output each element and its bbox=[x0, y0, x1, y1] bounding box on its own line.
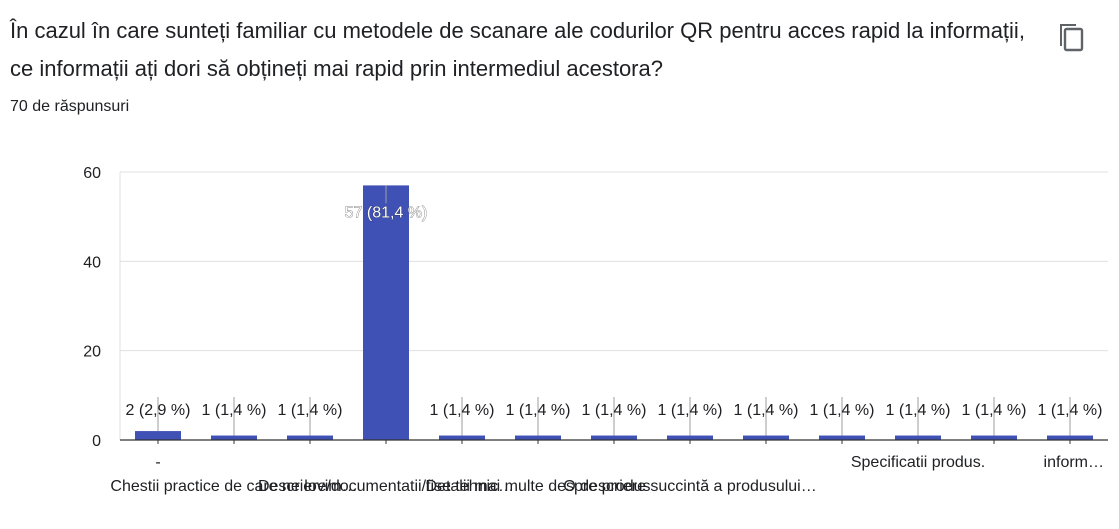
bar bbox=[515, 435, 561, 440]
x-tick-label: Specificatii produs. bbox=[851, 454, 985, 471]
data-label: 1 (1,4 %) bbox=[582, 402, 647, 419]
x-tick-label: O descriere succintă a produsului… bbox=[563, 478, 816, 495]
data-label: 2 (2,9 %) bbox=[126, 402, 191, 419]
bar bbox=[743, 435, 789, 440]
x-tick-label: Descriere/documentatii/fise tehnic… bbox=[258, 478, 514, 495]
bar bbox=[439, 435, 485, 440]
x-tick-label: inform… bbox=[1044, 454, 1104, 471]
y-tick-label: 20 bbox=[83, 344, 101, 361]
copy-chart-button[interactable] bbox=[1052, 16, 1088, 56]
data-label: 1 (1,4 %) bbox=[658, 402, 723, 419]
bar bbox=[135, 431, 181, 440]
bar bbox=[667, 435, 713, 440]
bar bbox=[591, 435, 637, 440]
data-label: 1 (1,4 %) bbox=[278, 402, 343, 419]
bar bbox=[819, 435, 865, 440]
data-label: 57 (81,4 %) bbox=[345, 204, 428, 221]
x-tick-label: Chestii practice de care ne lovim… bbox=[110, 478, 357, 495]
bar bbox=[287, 435, 333, 440]
x-tick-label: Detalii mai multe despre produs bbox=[426, 478, 651, 495]
y-tick-label: 60 bbox=[83, 165, 101, 182]
data-label: 1 (1,4 %) bbox=[886, 402, 951, 419]
bar bbox=[211, 435, 257, 440]
bar bbox=[363, 185, 409, 440]
bar bbox=[895, 435, 941, 440]
data-label: 1 (1,4 %) bbox=[430, 402, 495, 419]
bar bbox=[1047, 435, 1093, 440]
copy-icon bbox=[1060, 24, 1084, 52]
data-label: 1 (1,4 %) bbox=[734, 402, 799, 419]
y-tick-label: 40 bbox=[83, 254, 101, 271]
data-label: 1 (1,4 %) bbox=[506, 402, 571, 419]
x-tick-label: - bbox=[155, 454, 160, 471]
data-label: 1 (1,4 %) bbox=[962, 402, 1027, 419]
data-label: 1 (1,4 %) bbox=[202, 402, 267, 419]
y-tick-label: 0 bbox=[92, 433, 101, 450]
bar bbox=[971, 435, 1017, 440]
data-label: 1 (1,4 %) bbox=[810, 402, 875, 419]
response-count: 70 de răspunsuri bbox=[10, 98, 130, 115]
data-label: 1 (1,4 %) bbox=[1038, 402, 1103, 419]
question-title: În cazul în care sunteți familiar cu met… bbox=[10, 18, 1025, 81]
